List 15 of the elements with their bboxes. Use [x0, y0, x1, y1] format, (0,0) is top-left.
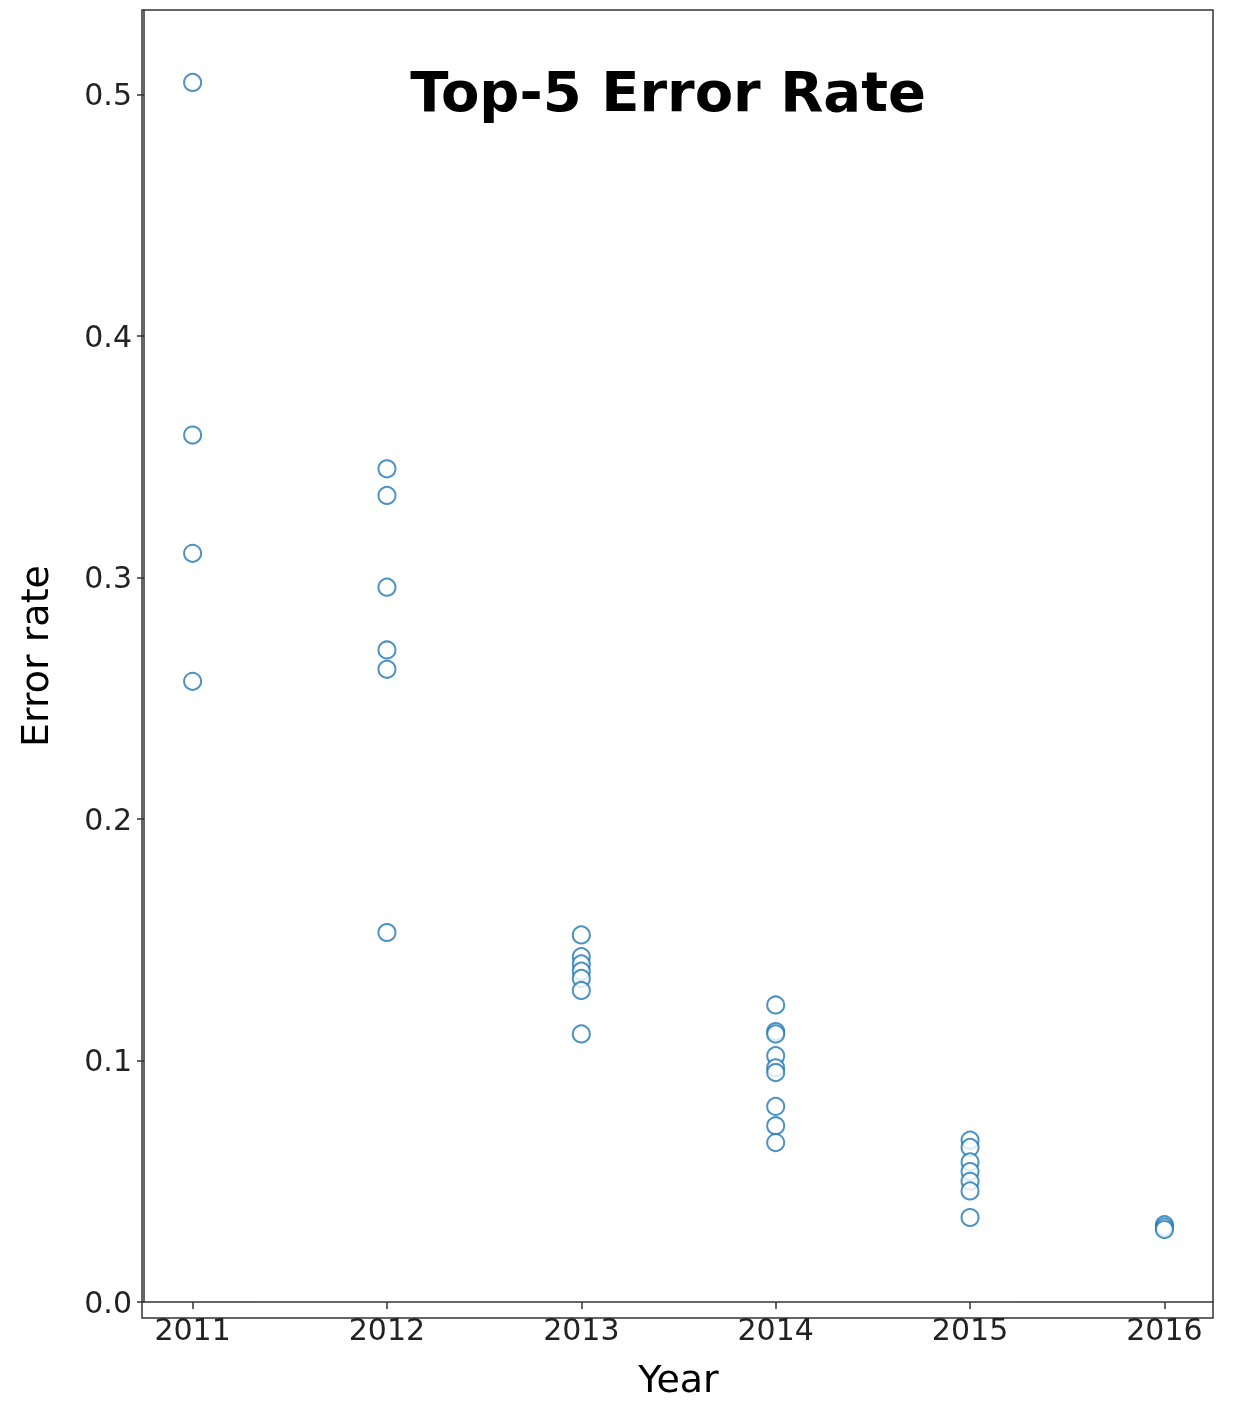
y-tick-label: 0.5 — [84, 77, 132, 113]
y-tick-label: 0.1 — [84, 1043, 132, 1078]
y-axis-title: Error rate — [13, 565, 57, 747]
x-tick-label: 2013 — [543, 1311, 620, 1347]
y-tick-label: 0.4 — [84, 318, 132, 354]
y-tick-label: 0.0 — [84, 1284, 132, 1320]
x-tick-label: 2012 — [348, 1311, 426, 1347]
x-tick-label: 2015 — [931, 1311, 1009, 1347]
x-tick-label: 2011 — [154, 1311, 231, 1347]
x-axis-title: Year — [637, 1357, 720, 1401]
y-tick-label: 0.2 — [84, 801, 132, 837]
x-tick-label: 2016 — [1126, 1311, 1203, 1347]
text: Top-5 Error Rate — [410, 58, 926, 124]
y-tick-label: 0.3 — [84, 560, 132, 596]
x-tick-label: 2014 — [737, 1311, 814, 1347]
